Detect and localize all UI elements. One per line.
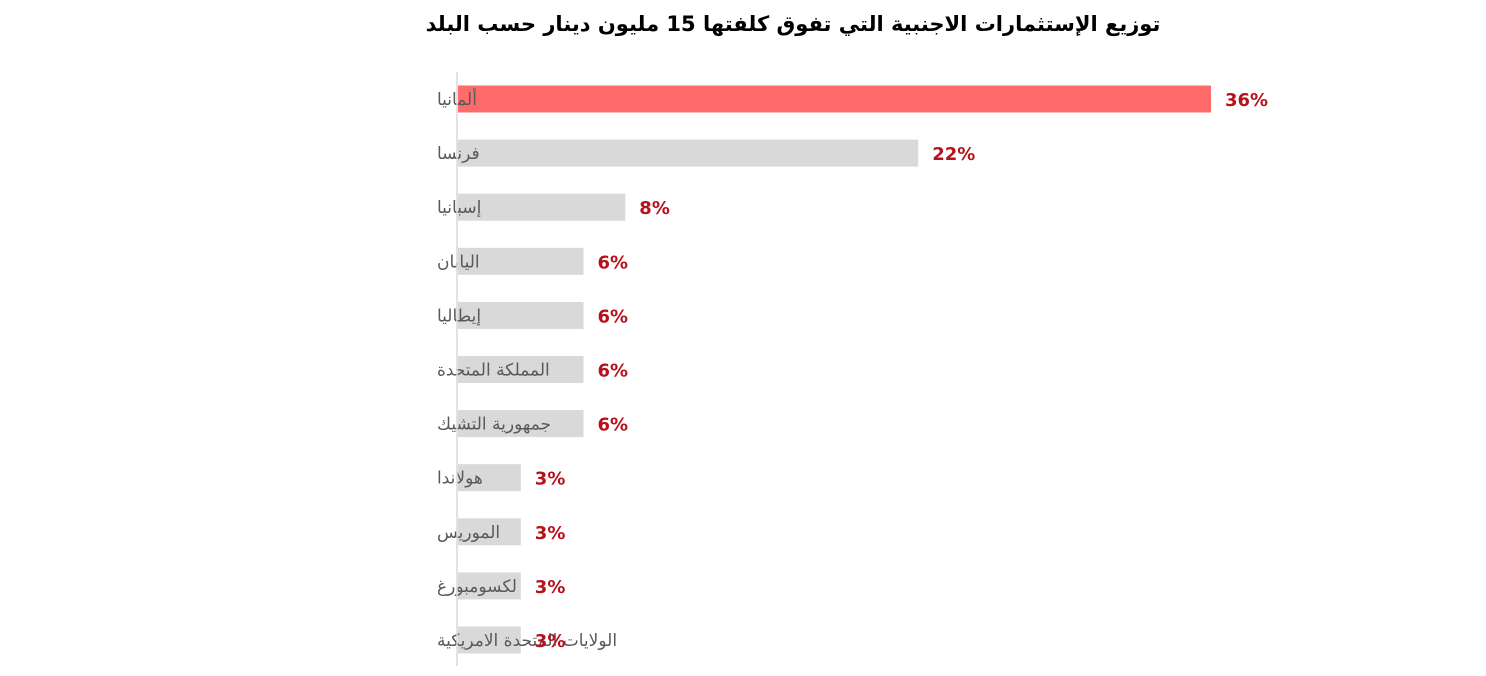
data-label-5: 6% [598, 306, 629, 327]
bar-3 [458, 193, 626, 221]
category-label-7: جمهورية التشيك [437, 415, 551, 435]
data-label-10: 3% [535, 577, 566, 598]
category-label-5: إيطاليا [437, 306, 481, 326]
bars-layer: ألمانيا 36%فرنسا 22%إسبانيا 8%اليابان 6%إيطا… [437, 85, 1268, 654]
bar-6 [458, 356, 584, 383]
bar-5 [458, 301, 584, 329]
category-label-2: فرنسا [437, 144, 480, 164]
category-label-6: المملكة المتحدة [437, 361, 550, 381]
category-label-4: اليابان [437, 252, 480, 272]
data-label-9: 3% [535, 523, 566, 544]
category-label-9: الموريس [437, 523, 500, 543]
data-label-1: 36% [1225, 90, 1268, 111]
bar-2 [458, 139, 919, 167]
data-label-6: 6% [598, 361, 629, 382]
category-label-3: إسبانيا [437, 198, 481, 218]
category-label-10: لكسومبورغ [437, 577, 517, 597]
bar-10 [458, 572, 521, 600]
bar-1 [458, 85, 1211, 113]
data-label-3: 8% [639, 198, 670, 219]
bar-9 [458, 518, 521, 546]
data-label-2: 22% [932, 144, 975, 165]
chart-title: توزيع الإستثمارات الاجنبية التي تفوق كلف… [425, 12, 1161, 36]
category-label-8: هولاندا [437, 469, 483, 489]
bar-7 [458, 410, 584, 438]
category-label-11: الولايات المتحدة الامريكية [437, 631, 617, 651]
bar-4 [458, 247, 584, 275]
bar-8 [458, 464, 521, 492]
data-label-11: 3% [535, 631, 566, 652]
data-label-7: 6% [598, 415, 629, 436]
bar-11 [458, 626, 521, 654]
data-label-8: 3% [535, 469, 566, 490]
data-label-4: 6% [598, 252, 629, 273]
